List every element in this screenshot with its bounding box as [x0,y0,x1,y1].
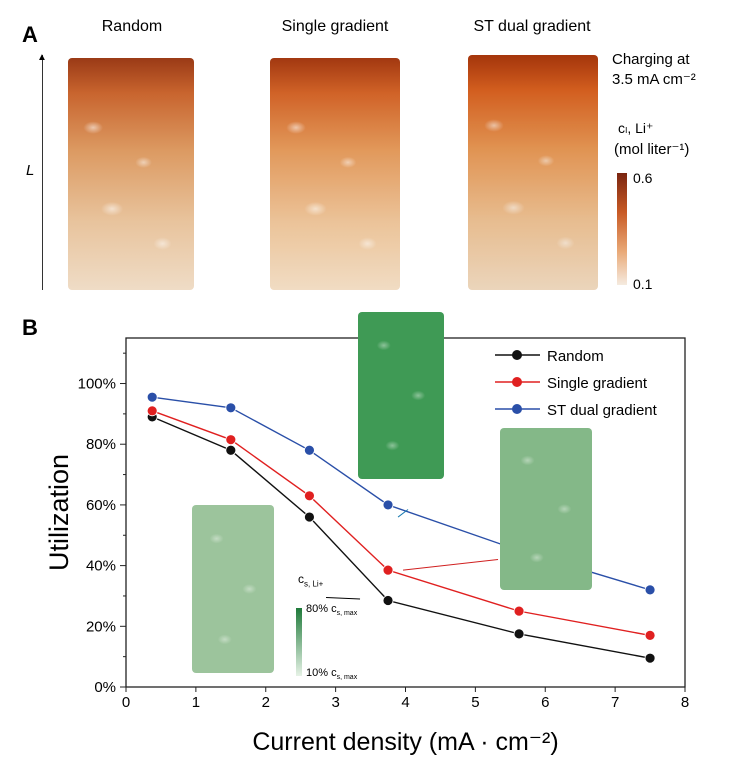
colorbar-max: 0.6 [633,170,653,186]
legend-marker-single-gradient [512,377,522,387]
data-point-random [225,444,237,456]
legend-label-random: Random [547,348,604,365]
length-axis-arrow-icon: ▲ [37,52,47,63]
series-line-single-gradient [151,410,651,637]
x-tick-label: 4 [401,694,409,711]
legend-label-st-dual-gradient: ST dual gradient [547,402,658,419]
arrow-random [326,596,361,600]
random-particle-inset [192,505,274,673]
data-point-single-gradient [513,605,525,617]
x-tick-label: 1 [192,694,200,711]
y-tick-label: 100% [78,376,116,393]
panel-b-letter: B [22,315,38,340]
data-point-st-dual-gradient [225,402,237,414]
st-dual-gradient-particle-inset [358,312,444,479]
x-tick-label: 3 [331,694,339,711]
data-point-single-gradient [225,434,237,446]
x-tick-label: 5 [471,694,479,711]
series-line-random [151,416,651,659]
length-axis [42,55,43,290]
x-tick-label: 8 [681,694,689,711]
panel-a-letter: A [22,22,38,47]
structure-title-random: Random [101,18,163,35]
structure-title-st: ST dual gradient [473,18,591,35]
legend-marker-st-dual-gradient [512,404,522,414]
data-point-single-gradient [304,490,315,502]
random-electrolyte-structure [68,58,194,290]
x-tick-label: 0 [122,694,130,711]
st-dual-gradient-electrolyte-structure [468,55,598,290]
data-point-single-gradient [146,405,158,417]
inset-colorbar-max: 80% cs, max [306,603,358,618]
x-tick-label: 7 [611,694,619,711]
particle-colorbar [296,608,302,676]
x-tick-label: 2 [262,694,270,711]
arrow-st-dual-gradient [397,509,409,518]
legend-label-single-gradient: Single gradient [547,375,648,392]
y-tick-label: 20% [86,618,116,635]
data-point-st-dual-gradient [146,391,158,403]
data-point-random [304,511,315,523]
y-tick-label: 40% [86,558,116,575]
x-tick-label: 6 [541,694,549,711]
y-tick-label: 0% [94,679,116,696]
data-point-st-dual-gradient [382,499,394,511]
arrow-single-gradient [402,559,499,571]
single-gradient-electrolyte-structure [270,58,400,290]
y-axis-label: Utilization [44,454,74,571]
condition-line-1: Charging at [612,51,690,68]
data-point-random [382,595,394,606]
single-gradient-particle-inset [500,428,592,590]
electrolyte-colorbar [617,173,627,285]
data-point-single-gradient [644,630,656,641]
x-axis-label: Current density (mA · cm⁻²) [252,728,558,756]
structure-title-single: Single gradient [281,18,389,35]
data-point-single-gradient [382,564,394,576]
condition-line-2: 3.5 mA cm⁻² [612,71,696,88]
data-point-st-dual-gradient [644,584,656,596]
y-tick-label: 80% [86,436,116,453]
legend-marker-random [512,350,522,360]
colorbar-unit: (mol liter⁻¹) [614,141,690,158]
inset-colorbar-label: cs, Li+ [298,572,324,589]
data-point-random [644,652,656,664]
charging-condition: Charging at 3.5 mA cm⁻² [612,50,696,90]
inset-colorbar-min: 10% cs, max [306,667,358,682]
colorbar-min: 0.1 [633,276,653,292]
data-point-st-dual-gradient [304,444,315,456]
colorbar-label: cₗ, Li⁺ [618,120,654,136]
length-axis-label: L [26,162,35,179]
y-tick-label: 60% [86,497,116,514]
data-point-random [513,628,525,640]
